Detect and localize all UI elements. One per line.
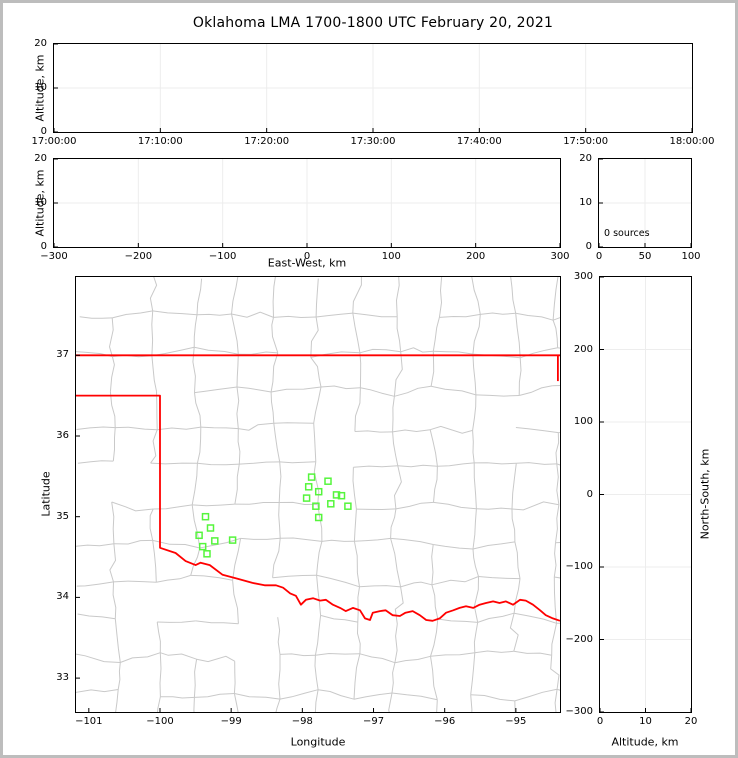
x-tick-label: 0 xyxy=(595,251,603,262)
x-tick-label: 50 xyxy=(638,251,652,262)
x-tick-label: 17:40:00 xyxy=(456,136,502,147)
ns-height-panel xyxy=(599,276,692,713)
x-tick-label: 0 xyxy=(303,251,311,262)
ns-height-ylabel: North-South, km xyxy=(698,448,712,540)
x-tick-label: 10 xyxy=(639,716,652,727)
source-count-annotation: 0 sources xyxy=(604,228,650,239)
y-tick-label: −300 xyxy=(565,706,593,717)
ew-height-xlabel: East-West, km xyxy=(267,256,347,270)
y-tick-label: 0 xyxy=(40,126,47,137)
y-tick-label: −100 xyxy=(565,561,593,572)
x-tick-label: 18:00:00 xyxy=(669,136,715,147)
y-tick-label: 10 xyxy=(579,197,592,208)
x-tick-label: −96 xyxy=(434,716,456,727)
y-tick-label: 35 xyxy=(56,510,69,522)
y-tick-label: 20 xyxy=(34,153,47,164)
y-tick-label: 100 xyxy=(573,416,593,427)
x-tick-label: −99 xyxy=(220,716,242,727)
x-tick-label: 200 xyxy=(466,251,486,262)
x-tick-label: 300 xyxy=(550,251,570,262)
x-tick-label: 17:20:00 xyxy=(244,136,290,147)
x-tick-label: −100 xyxy=(208,251,237,262)
x-tick-label: 17:00:00 xyxy=(31,136,77,147)
x-tick-label: −101 xyxy=(75,716,103,727)
x-tick-label: 17:50:00 xyxy=(563,136,609,147)
ew-height-panel xyxy=(53,158,561,248)
y-tick-label: 20 xyxy=(579,153,592,164)
y-tick-label: 37 xyxy=(56,349,69,361)
map-xlabel: Longitude xyxy=(290,735,346,749)
x-tick-label: 100 xyxy=(381,251,401,262)
y-tick-label: 34 xyxy=(56,591,69,603)
y-tick-label: 0 xyxy=(585,241,592,252)
x-tick-label: 17:10:00 xyxy=(137,136,183,147)
y-tick-label: 20 xyxy=(34,38,47,49)
y-tick-label: 10 xyxy=(34,197,47,208)
y-tick-label: −200 xyxy=(565,633,593,645)
x-tick-label: −100 xyxy=(146,716,174,727)
x-tick-label: 100 xyxy=(681,251,701,262)
x-tick-label: −97 xyxy=(362,716,385,727)
y-tick-label: 10 xyxy=(34,82,47,93)
x-tick-label: 20 xyxy=(684,716,698,727)
y-tick-label: 200 xyxy=(573,343,593,355)
ns-height-xlabel: Altitude, km xyxy=(611,735,679,749)
figure-title: Oklahoma LMA 1700-1800 UTC February 20, … xyxy=(192,15,554,31)
y-tick-label: 0 xyxy=(40,241,47,252)
x-tick-label: −98 xyxy=(291,716,313,727)
x-tick-label: −200 xyxy=(124,251,153,262)
x-tick-label: −95 xyxy=(505,716,527,727)
x-tick-label: −300 xyxy=(40,251,68,262)
x-tick-label: 0 xyxy=(596,716,604,727)
x-tick-label: 17:30:00 xyxy=(350,136,396,147)
y-tick-label: 0 xyxy=(586,488,593,500)
plan-view-map-panel xyxy=(75,276,561,713)
y-tick-label: 300 xyxy=(573,271,593,282)
y-tick-label: 33 xyxy=(56,672,69,684)
time-height-panel xyxy=(53,43,693,133)
y-tick-label: 36 xyxy=(56,429,69,441)
